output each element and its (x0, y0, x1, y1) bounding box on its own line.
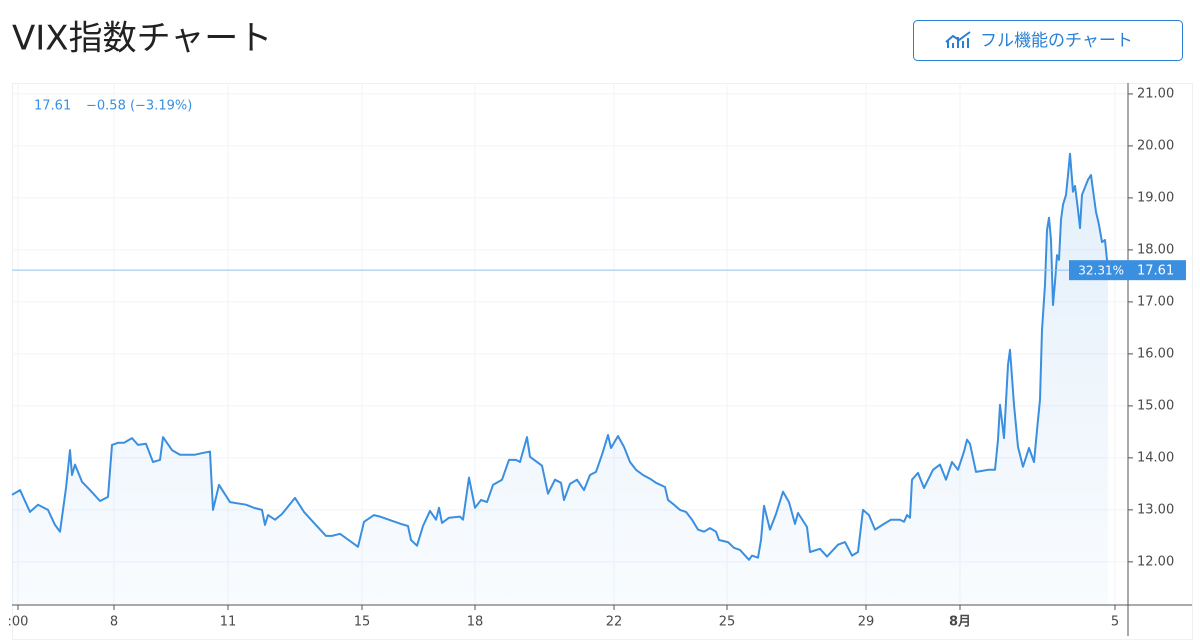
y-tick-label: 13.00 (1137, 502, 1174, 517)
percent-tag-bg (1069, 260, 1128, 281)
percent-tag: 32.31% (1078, 264, 1124, 278)
button-label: フル機能のチャート (980, 31, 1133, 51)
area (12, 153, 1108, 605)
button-frame (913, 20, 1183, 61)
page-title: VIX指数チャート (12, 19, 272, 59)
y-tick-label: 21.00 (1137, 86, 1174, 101)
x-tick-label: 15 (354, 615, 371, 630)
legend-price: 17.61 (34, 99, 71, 114)
x-tick-label: 25 (719, 615, 736, 630)
button-icon (945, 31, 971, 48)
x-tick-label: 29 (858, 615, 875, 630)
x-tick-label: :00 (8, 615, 29, 630)
y-tick-label: 16.00 (1137, 346, 1174, 361)
y-tick-label: 20.00 (1137, 138, 1174, 153)
y-tick-label: 15.00 (1137, 398, 1174, 413)
x-tick-label: 5 (1111, 615, 1119, 630)
chart: 12.00 13.00 14.00 15.00 16.00 17.00 18.00 19.00… (8, 83, 1192, 636)
y-tick-label: 19.00 (1137, 190, 1174, 205)
price-tag-bg (1128, 260, 1186, 281)
y-tick-label: 14.00 (1137, 450, 1174, 465)
y-tick-label: 12.00 (1137, 554, 1174, 569)
line (11, 152, 1109, 561)
chart-frame (12, 83, 1193, 640)
x-tick-label: 8 (110, 615, 118, 630)
x-tick-label: 11 (220, 615, 237, 630)
y-tick-label: 17.00 (1137, 294, 1174, 309)
price-tag: 17.61 (1137, 264, 1174, 279)
full-chart-button[interactable]: フル機能のチャート (913, 20, 1183, 61)
x-tick-label: 18 (467, 615, 484, 630)
x-tick-label: 8月 (949, 615, 971, 630)
legend-change: −0.58 (−3.19%) (86, 99, 192, 114)
x-tick-label: 22 (606, 615, 623, 630)
y-tick-label: 18.00 (1137, 242, 1174, 257)
